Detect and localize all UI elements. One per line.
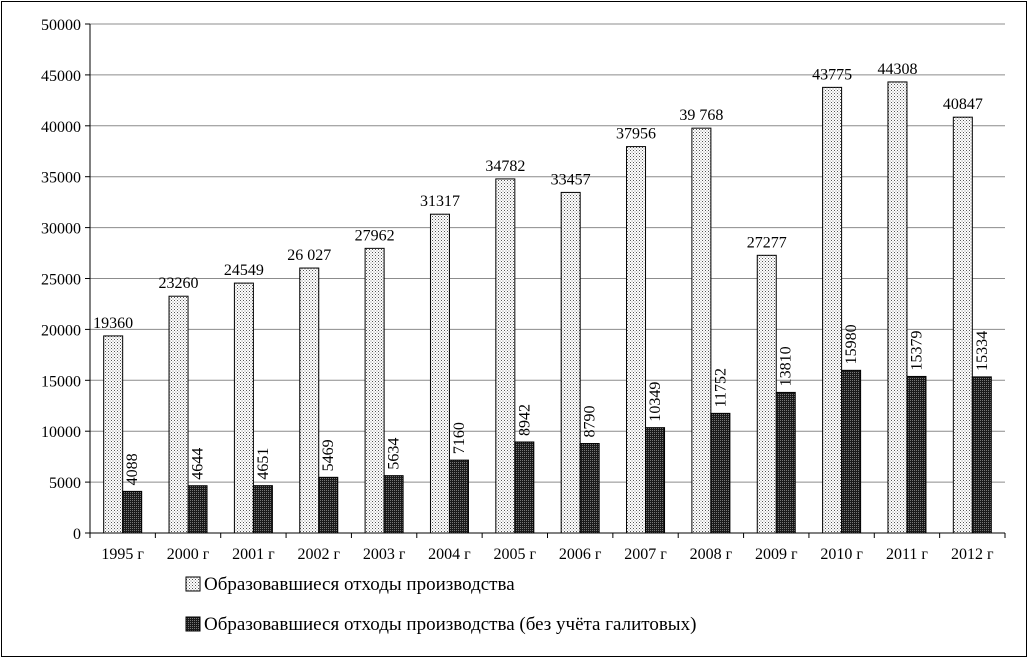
- x-tick-label: 2008 г: [690, 546, 733, 563]
- bar-series-2: [579, 443, 600, 534]
- bar-series-1: [364, 247, 385, 534]
- bar-series-2: [971, 376, 992, 534]
- y-tick-label: 50000: [41, 17, 81, 34]
- x-tick-label: 2009 г: [755, 546, 798, 563]
- y-tick-label: 0: [73, 526, 81, 543]
- bar-series-2: [252, 485, 273, 534]
- data-label-series-2: 4651: [255, 448, 272, 480]
- bar-series-2: [645, 427, 666, 534]
- y-tick-label: 15000: [41, 373, 81, 390]
- data-label-series-2: 15334: [974, 331, 991, 371]
- bar-series-1: [887, 81, 908, 534]
- y-tick-label: 40000: [41, 119, 81, 136]
- bar-series-2: [383, 475, 404, 534]
- bar-series-2: [514, 441, 535, 534]
- legend-entry-label: Образовавшиеся отходы производства (без …: [204, 614, 696, 635]
- x-tick-label: 2001 г: [232, 546, 275, 563]
- data-label-series-2: 5634: [386, 438, 403, 470]
- x-tick-label: 2006 г: [559, 546, 602, 563]
- bar-series-2: [906, 375, 927, 534]
- bar-series-2: [710, 412, 731, 534]
- data-label-series-2: 15379: [908, 330, 925, 370]
- bar-series-1: [822, 86, 843, 534]
- bar-series-1: [626, 146, 647, 534]
- data-label-series-1: 39 768: [679, 107, 723, 124]
- bar-series-2: [122, 490, 143, 534]
- y-tick-label: 25000: [41, 272, 81, 289]
- x-tick-label: 2012 г: [951, 546, 994, 563]
- y-tick-label: 45000: [41, 68, 81, 85]
- legend: Образовавшиеся отходы производства Образо…: [185, 574, 696, 635]
- y-tick-label: 20000: [41, 322, 81, 339]
- bar-series-1: [103, 335, 124, 534]
- data-label-series-1: 40847: [943, 96, 983, 113]
- y-tick-label: 5000: [49, 475, 81, 492]
- bar-series-2: [318, 476, 339, 534]
- x-tick-label: 2002 г: [297, 546, 340, 563]
- legend-swatch: [185, 616, 201, 632]
- data-label-series-1: 27962: [355, 227, 395, 244]
- data-label-series-2: 10349: [647, 382, 664, 422]
- bar-series-1: [952, 116, 973, 534]
- data-label-series-1: 24549: [224, 262, 264, 279]
- x-tick-label: 1995 г: [101, 546, 144, 563]
- bars: 19360 4088 23260 4644 24549 4651 26 027 5469 279…: [93, 61, 992, 534]
- x-tick-label: 2011 г: [886, 546, 928, 563]
- data-label-series-1: 44308: [877, 61, 917, 78]
- y-tick-label: 10000: [41, 424, 81, 441]
- data-label-series-2: 11752: [712, 368, 729, 407]
- data-label-series-1: 19360: [93, 315, 133, 332]
- data-label-series-2: 4644: [190, 448, 207, 480]
- x-axis-ticks: 1995 г 2000 г 2001 г 2002 г 2003 г 2004 г 2005…: [89, 533, 1006, 563]
- data-label-series-2: 8790: [582, 406, 599, 438]
- legend-entry-label: Образовавшиеся отходы производства: [204, 574, 515, 595]
- data-label-series-1: 34782: [485, 158, 525, 175]
- data-label-series-1: 33457: [551, 171, 591, 188]
- legend-swatch: [185, 576, 201, 592]
- data-label-series-2: 4088: [124, 453, 141, 485]
- bar-series-1: [756, 254, 777, 534]
- y-tick-label: 35000: [41, 170, 81, 187]
- bar-series-1: [560, 191, 581, 534]
- data-label-series-2: 7160: [451, 422, 468, 454]
- bar-series-1: [691, 127, 712, 534]
- x-tick-label: 2003 г: [363, 546, 406, 563]
- data-label-series-2: 8942: [516, 404, 533, 436]
- data-label-series-1: 43775: [812, 66, 852, 83]
- x-tick-label: 2004 г: [428, 546, 471, 563]
- data-label-series-1: 23260: [159, 275, 199, 292]
- bar-series-2: [841, 369, 862, 534]
- y-tick-label: 30000: [41, 221, 81, 238]
- bar-series-1: [233, 282, 254, 534]
- bar-series-1: [299, 267, 320, 534]
- data-label-series-2: 13810: [778, 346, 795, 386]
- data-label-series-1: 27277: [747, 234, 787, 251]
- x-tick-label: 2000 г: [167, 546, 210, 563]
- x-tick-label: 2007 г: [624, 546, 667, 563]
- bar-series-1: [495, 178, 516, 534]
- x-tick-label: 2010 г: [820, 546, 863, 563]
- data-label-series-1: 31317: [420, 193, 460, 210]
- bar-series-2: [187, 485, 208, 534]
- bar-series-1: [168, 295, 189, 534]
- data-label-series-1: 37956: [616, 126, 656, 143]
- bar-series-2: [448, 459, 469, 534]
- bar-series-2: [775, 391, 796, 534]
- data-label-series-1: 26 027: [287, 247, 331, 264]
- data-label-series-2: 5469: [320, 439, 337, 471]
- x-tick-label: 2005 г: [494, 546, 537, 563]
- bar-series-1: [429, 213, 450, 534]
- data-label-series-2: 15980: [843, 324, 860, 364]
